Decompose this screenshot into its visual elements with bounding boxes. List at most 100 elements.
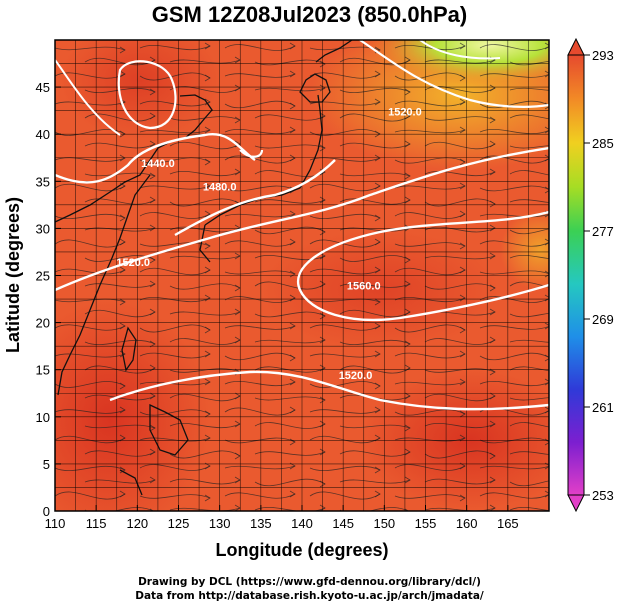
streamline-arrow xyxy=(119,46,126,54)
streamline xyxy=(224,128,296,135)
streamline xyxy=(84,450,156,457)
x-tick-label: 115 xyxy=(86,516,107,531)
streamline xyxy=(55,465,126,472)
streamline xyxy=(479,185,549,192)
streamline xyxy=(139,129,211,134)
streamline-arrow xyxy=(204,410,211,418)
streamline xyxy=(55,183,126,192)
streamline-arrow xyxy=(149,476,156,484)
streamline xyxy=(169,116,241,121)
streamline-arrow xyxy=(544,126,549,134)
streamline xyxy=(509,60,549,66)
streamline xyxy=(339,479,411,484)
streamline-arrow xyxy=(489,336,496,344)
streamline xyxy=(224,73,296,78)
y-tick-label: 20 xyxy=(36,316,50,331)
streamline xyxy=(509,480,549,487)
streamline xyxy=(55,268,126,275)
streamline-arrow xyxy=(489,420,496,428)
streamline xyxy=(394,72,466,81)
colorbar-tick-label: 269 xyxy=(592,312,614,327)
streamline-arrow xyxy=(289,378,296,386)
streamline xyxy=(479,465,549,470)
streamline-arrow xyxy=(119,238,126,246)
streamline-arrow xyxy=(489,452,496,460)
streamline-arrow xyxy=(374,182,381,190)
streamline xyxy=(84,339,156,346)
streamline xyxy=(224,465,296,470)
streamline-arrow xyxy=(119,70,126,78)
y-axis-ticks: 0 5 10 15 20 25 30 35 40 45 xyxy=(36,80,61,519)
streamline xyxy=(224,185,296,192)
streamline-arrow xyxy=(204,126,211,134)
streamline xyxy=(139,494,211,499)
streamline-arrow xyxy=(404,256,411,264)
streamline-arrow xyxy=(204,74,211,82)
credit-line-2: Data from http://database.rish.kyoto-u.a… xyxy=(135,590,484,602)
streamline xyxy=(479,380,549,387)
streamline xyxy=(424,422,496,429)
streamline xyxy=(224,270,296,275)
streamline-arrow xyxy=(204,494,211,502)
streamline xyxy=(509,397,549,401)
y-tick-label: 40 xyxy=(36,127,50,142)
streamline-arrow xyxy=(404,424,411,432)
streamline-arrow xyxy=(489,392,496,400)
streamline xyxy=(394,381,466,386)
streamline xyxy=(84,424,156,429)
streamline-arrow xyxy=(319,196,326,204)
streamline xyxy=(139,381,211,386)
streamline-arrow xyxy=(319,312,326,320)
streamline xyxy=(394,352,466,359)
streamline-arrow xyxy=(489,252,496,260)
streamline-arrow xyxy=(489,84,496,92)
streamline-arrow xyxy=(544,238,549,246)
streamline xyxy=(55,72,126,79)
streamline-arrow xyxy=(544,490,549,498)
streamline-arrow xyxy=(319,336,326,344)
streamline-arrow xyxy=(204,294,211,302)
streamline-arrow xyxy=(204,210,211,218)
streamline-arrow xyxy=(489,116,496,124)
streamline xyxy=(169,507,241,511)
streamline xyxy=(169,59,241,64)
streamline-arrow xyxy=(404,112,411,120)
streamline-arrow xyxy=(544,70,549,78)
streamline xyxy=(55,101,126,106)
streamline xyxy=(509,254,549,260)
x-tick-label: 165 xyxy=(497,516,519,531)
colorbar-tick-label: 277 xyxy=(592,224,614,239)
y-axis-label: Latitude (degrees) xyxy=(3,197,23,353)
streamline xyxy=(424,170,496,177)
streamline-arrow xyxy=(204,242,211,250)
streamline xyxy=(169,255,241,260)
streamline xyxy=(84,309,156,318)
streamline-arrow xyxy=(374,406,381,414)
streamline-arrow xyxy=(544,102,549,110)
streamline xyxy=(509,114,549,120)
streamline xyxy=(139,324,211,333)
streamline-arrow xyxy=(289,70,296,78)
x-tick-label: 110 xyxy=(45,516,66,531)
streamline-arrow xyxy=(459,494,466,502)
streamline xyxy=(55,298,126,303)
streamline-arrow xyxy=(319,112,326,120)
colorbar-top-arrow xyxy=(567,37,585,56)
streamline xyxy=(394,157,466,164)
streamline-arrow xyxy=(319,252,326,260)
streamline-arrow xyxy=(404,280,411,288)
x-tick-label: 160 xyxy=(456,516,478,531)
streamline xyxy=(339,450,411,457)
y-tick-label: 10 xyxy=(36,410,50,425)
streamline xyxy=(139,352,211,359)
streamline-arrow xyxy=(119,406,126,414)
streamline-arrow xyxy=(149,424,156,432)
streamline xyxy=(169,393,241,402)
streamline xyxy=(394,437,466,442)
streamline-arrow xyxy=(374,322,381,330)
streamline-arrow xyxy=(289,322,296,330)
streamline xyxy=(394,129,466,134)
streamline xyxy=(424,255,496,260)
contour-labels: 1440.0 1480.0 1520.0 1520.0 1560.0 1520.0 xyxy=(116,106,421,382)
streamline xyxy=(509,87,549,91)
